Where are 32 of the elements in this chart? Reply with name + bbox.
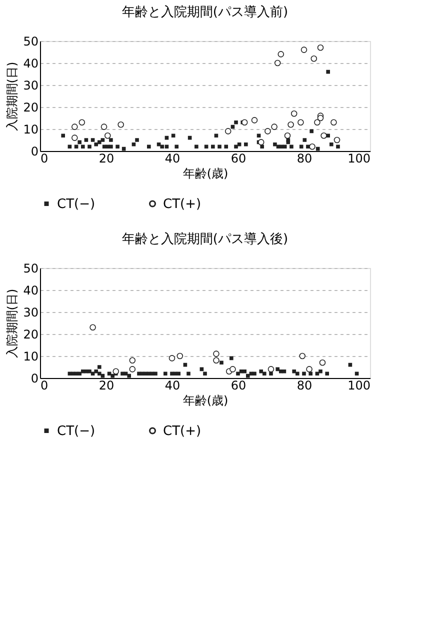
legend-label: CT(−) xyxy=(57,424,96,439)
y-tick-label: 30 xyxy=(23,78,38,92)
x-axis-title: 年齢(歳) xyxy=(182,394,228,408)
legend-label: CT(+) xyxy=(163,424,202,439)
y-tick-label: 20 xyxy=(23,328,38,342)
x-tick-label: 80 xyxy=(296,378,312,392)
x-tick-label: 100 xyxy=(348,152,370,166)
x-tick-label: 0 xyxy=(40,152,48,166)
x-tick-label: 80 xyxy=(296,152,312,166)
chart-title: 年齢と入院期間(パス導入後) xyxy=(122,232,288,247)
y-axis-title: 入院期間(日) xyxy=(5,288,20,358)
x-tick-label: 60 xyxy=(230,378,246,392)
y-tick-label: 20 xyxy=(23,100,38,114)
legend-label: CT(+) xyxy=(163,196,202,212)
y-tick-label: 40 xyxy=(23,284,38,298)
y-tick-label: 40 xyxy=(23,56,38,70)
x-tick-label: 60 xyxy=(230,152,246,166)
y-tick-label: 10 xyxy=(23,122,38,136)
x-axis-title: 年齢(歳) xyxy=(182,166,228,180)
x-tick-label: 20 xyxy=(98,378,114,392)
x-tick-label: 100 xyxy=(348,378,370,392)
legend-label: CT(−) xyxy=(57,196,96,212)
y-tick-label: 30 xyxy=(23,306,38,320)
x-tick-label: 20 xyxy=(98,152,114,166)
y-tick-label: 50 xyxy=(23,34,38,48)
y-axis-title: 入院期間(日) xyxy=(5,62,20,132)
y-tick-label: 50 xyxy=(23,262,38,276)
x-tick-label: 0 xyxy=(40,378,48,392)
x-tick-label: 40 xyxy=(164,378,180,392)
chart-title: 年齢と入院期間(パス導入前) xyxy=(122,5,288,20)
y-tick-label: 10 xyxy=(23,350,38,364)
x-tick-label: 40 xyxy=(164,152,180,166)
